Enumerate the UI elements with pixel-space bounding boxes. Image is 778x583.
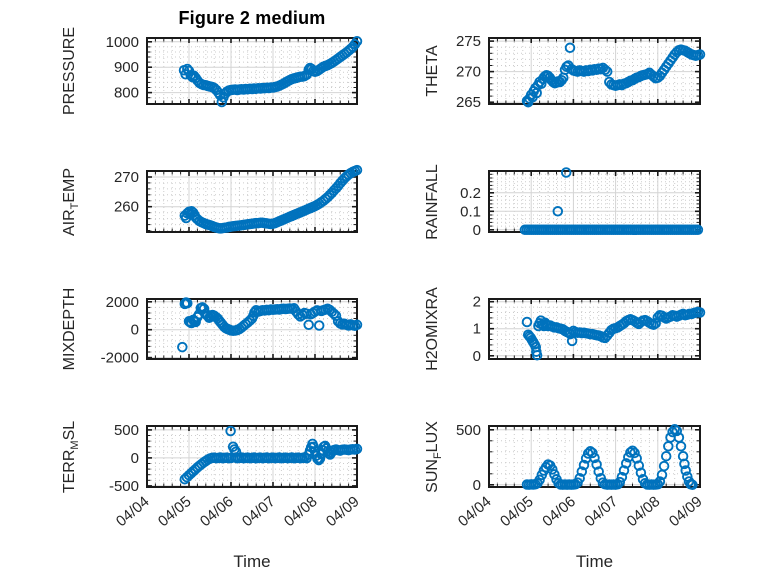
svg-text:0: 0 [473, 477, 481, 494]
y-tick-labels: -2000 0 2000 [101, 294, 139, 367]
svg-text:04/05: 04/05 [155, 493, 195, 530]
tick-marks [488, 300, 701, 358]
svg-text:2000: 2000 [106, 294, 139, 311]
svg-text:04/08: 04/08 [624, 493, 664, 530]
svg-text:265: 265 [456, 94, 481, 111]
x-tick-labels: 04/04 04/05 04/06 04/07 04/08 04/09 [113, 493, 363, 530]
grid-major [489, 299, 700, 359]
svg-text:0: 0 [473, 222, 481, 239]
svg-text:900: 900 [114, 59, 139, 76]
svg-text:-2000: -2000 [101, 350, 139, 367]
svg-text:0: 0 [473, 348, 481, 365]
svg-text:0: 0 [131, 450, 139, 467]
data-points [521, 306, 706, 361]
svg-text:04/07: 04/07 [581, 493, 621, 530]
axes-box [146, 170, 358, 233]
subplot-h2omixra: 0 1 2 [473, 294, 706, 365]
svg-text:275: 275 [456, 33, 481, 50]
svg-text:1: 1 [473, 321, 481, 338]
svg-text:04/09: 04/09 [323, 493, 363, 530]
data-points [179, 164, 363, 234]
svg-text:800: 800 [114, 85, 139, 102]
chart-canvas-theta: 265 270 275 [456, 33, 706, 111]
subplot-rainfall: 0 0.1 0.2 [460, 167, 704, 239]
chart-canvas-airtemp: 260 270 [114, 164, 363, 234]
ylabel-terrmsl: TERRMSL [61, 420, 81, 493]
svg-text:500: 500 [114, 422, 139, 439]
axes-box [146, 425, 358, 488]
figure-title: Figure 2 medium [178, 8, 326, 28]
tick-marks [146, 427, 358, 487]
svg-text:04/06: 04/06 [539, 493, 579, 530]
y-tick-labels: 0 1 2 [473, 294, 481, 365]
y-tick-labels: 260 270 [114, 169, 139, 216]
x-tick-labels: 04/04 04/05 04/06 04/07 04/08 04/09 [455, 493, 706, 530]
axes-box [146, 37, 358, 105]
data-points [521, 424, 698, 491]
grid-minor [489, 171, 700, 232]
svg-text:04/04: 04/04 [455, 493, 495, 530]
svg-text:2: 2 [473, 294, 481, 311]
axes-box [488, 170, 701, 233]
svg-text:0: 0 [131, 322, 139, 339]
svg-text:0.1: 0.1 [460, 203, 481, 220]
axes-box [488, 298, 701, 360]
chart-canvas-rainfall: 0 0.10.2 [460, 167, 704, 239]
x-axis-label-right: Time [575, 552, 614, 571]
grid-minor [147, 426, 357, 487]
chart-canvas-sunflux: 0 500 04/04 04/05 04/06 04/07 04/08 04/09 [455, 422, 706, 530]
svg-text:270: 270 [456, 64, 481, 81]
subplot-mixdepth: -2000 0 2000 [101, 294, 363, 367]
grid-major [489, 171, 700, 232]
data-points [179, 425, 363, 485]
y-tick-labels: 0 0.10.2 [460, 185, 481, 239]
chart-canvas-terrmsl: -500 0 500 04/04 04/05 04/06 04/07 04/08 04/09 [109, 422, 363, 530]
x-axis-label-left: Time [233, 552, 271, 571]
chart-canvas-mixdepth: -2000 0 2000 [101, 294, 363, 367]
chart-canvas-h2omixra: 0 1 2 [473, 294, 706, 365]
svg-text:270: 270 [114, 169, 139, 186]
subplot-sunflux: 0 500 04/04 04/05 04/06 04/07 04/08 04/09 [455, 422, 706, 530]
subplot-pressure: 800 900 1000 [106, 34, 363, 108]
svg-text:0.2: 0.2 [460, 185, 481, 202]
tick-marks [146, 39, 358, 103]
svg-text:04/06: 04/06 [197, 493, 237, 530]
svg-text:260: 260 [114, 199, 139, 216]
data-points [177, 297, 363, 353]
data-points [521, 42, 706, 108]
svg-text:1000: 1000 [106, 34, 139, 51]
axes-box [488, 37, 701, 105]
data-points [178, 36, 363, 108]
y-tick-labels: 800 900 1000 [106, 34, 139, 102]
tick-marks [488, 39, 701, 103]
svg-text:04/05: 04/05 [497, 493, 537, 530]
chart-canvas-pressure: 800 900 1000 [106, 34, 363, 108]
axes-box [488, 425, 701, 488]
ylabel-sunflux: SUNFLUX [424, 420, 444, 493]
subplot-airtemp: 260 270 [114, 164, 363, 234]
svg-text:04/04: 04/04 [113, 493, 153, 530]
tick-marks [146, 300, 358, 359]
subplot-theta: 265 270 275 [456, 33, 706, 111]
svg-text:04/08: 04/08 [281, 493, 321, 530]
svg-text:04/07: 04/07 [239, 493, 279, 530]
svg-text:04/09: 04/09 [666, 493, 706, 530]
subplot-terrmsl: -500 0 500 04/04 04/05 04/06 04/07 04/08 04/09 [109, 422, 363, 530]
y-tick-labels: 265 270 275 [456, 33, 481, 111]
y-tick-labels: -500 0 500 [109, 422, 139, 495]
data-points [519, 167, 704, 236]
svg-text:-500: -500 [109, 478, 139, 495]
svg-text:500: 500 [456, 422, 481, 439]
tick-marks [488, 172, 701, 231]
y-tick-labels: 0 500 [456, 422, 481, 494]
